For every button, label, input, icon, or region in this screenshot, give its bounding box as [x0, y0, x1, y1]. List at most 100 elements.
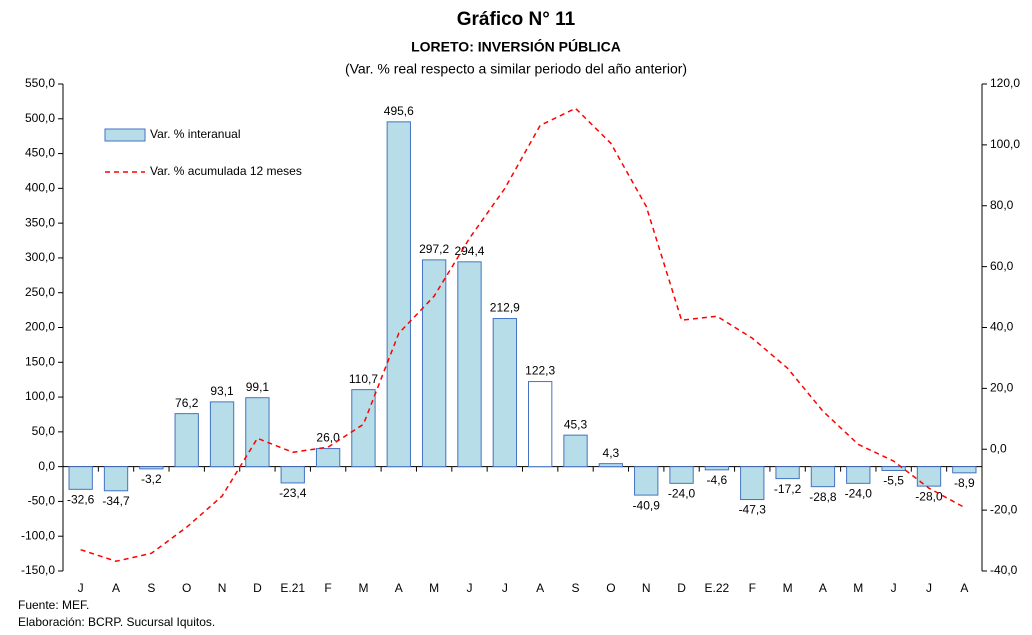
bar — [174, 413, 199, 468]
footer-credit: Elaboración: BCRP. Sucursal Iquitos. — [18, 615, 215, 629]
bar — [280, 466, 305, 484]
x-tick-label: D — [253, 581, 262, 595]
y2-tick-label: 100,0 — [990, 137, 1020, 151]
x-tick-label: A — [112, 581, 120, 595]
y-tick-label: 200,0 — [25, 320, 55, 334]
value-label: -28,8 — [809, 490, 837, 504]
x-tick-label: M — [358, 581, 368, 595]
bar — [563, 434, 588, 468]
value-label: 99,1 — [246, 380, 270, 394]
value-label: -24,0 — [845, 487, 873, 501]
value-label: 294,4 — [454, 244, 484, 258]
legend-label: Var. % interanual — [150, 127, 241, 141]
bar — [457, 261, 482, 468]
y2-tick-label: 60,0 — [990, 259, 1014, 273]
x-tick-label: J — [891, 581, 897, 595]
value-label: 495,6 — [384, 104, 414, 118]
y2-tick-label: -40,0 — [990, 563, 1018, 577]
y2-tick-label: -20,0 — [990, 502, 1018, 516]
bar — [245, 397, 270, 468]
value-label: -32,6 — [67, 492, 95, 506]
y-tick-label: 50,0 — [32, 424, 56, 438]
x-tick-label: M — [853, 581, 863, 595]
y-tick-label: 250,0 — [25, 285, 55, 299]
value-label: 45,3 — [564, 417, 588, 431]
x-tick-label: F — [749, 581, 756, 595]
y2-tick-label: 0,0 — [990, 441, 1007, 455]
x-tick-label: A — [536, 581, 544, 595]
value-label: -40,9 — [633, 498, 661, 512]
value-label: -24,0 — [668, 487, 696, 501]
y-tick-label: 100,0 — [25, 389, 55, 403]
y-tick-label: 300,0 — [25, 250, 55, 264]
value-label: -34,7 — [102, 494, 130, 508]
x-tick-label: F — [324, 581, 331, 595]
value-label: 122,3 — [525, 364, 555, 378]
x-tick-label: J — [502, 581, 508, 595]
bar — [528, 381, 553, 468]
x-tick-label: M — [783, 581, 793, 595]
y2-tick-label: 40,0 — [990, 320, 1014, 334]
value-label: -8,9 — [954, 476, 975, 490]
value-label: -47,3 — [739, 503, 767, 517]
bar — [386, 121, 411, 468]
bar — [704, 466, 730, 471]
bar — [952, 466, 977, 474]
value-label: 212,9 — [490, 301, 520, 315]
value-label: 26,0 — [316, 431, 340, 445]
x-tick-label: D — [677, 581, 686, 595]
x-tick-label: E.22 — [705, 581, 730, 595]
bar — [351, 389, 376, 468]
x-tick-label: E.21 — [280, 581, 305, 595]
y-tick-label: -100,0 — [21, 528, 55, 542]
x-tick-label: N — [218, 581, 227, 595]
bar — [740, 466, 765, 501]
value-label: -5,5 — [883, 474, 904, 488]
value-label: 110,7 — [349, 372, 378, 386]
bar — [209, 401, 235, 468]
y2-tick-label: 120,0 — [990, 76, 1020, 90]
x-tick-label: O — [606, 581, 615, 595]
footer-source: Fuente: MEF. — [18, 598, 89, 612]
bar — [139, 466, 164, 470]
y-tick-label: 550,0 — [25, 76, 55, 90]
x-tick-label: J — [926, 581, 932, 595]
x-tick-label: O — [182, 581, 191, 595]
y-tick-label: -50,0 — [28, 494, 56, 508]
y2-tick-label: 80,0 — [990, 198, 1014, 212]
legend-label: Var. % acumulada 12 meses — [150, 164, 302, 178]
value-label: -17,2 — [774, 482, 802, 496]
bar — [68, 466, 93, 490]
bar — [634, 466, 659, 496]
line-series — [80, 107, 965, 563]
chart-title: Gráfico N° 11 — [457, 9, 576, 30]
value-label: -3,2 — [141, 472, 162, 486]
chart-note: (Var. % real respecto a similar periodo … — [345, 61, 687, 77]
value-label: 4,3 — [603, 446, 620, 460]
y2-tick-label: 20,0 — [990, 381, 1014, 395]
x-tick-label: A — [819, 581, 827, 595]
y-tick-label: 350,0 — [25, 215, 55, 229]
bar — [598, 463, 624, 468]
bar — [103, 466, 129, 492]
bar — [881, 466, 906, 471]
bar — [492, 318, 517, 468]
bar — [669, 466, 694, 484]
x-tick-label: N — [642, 581, 651, 595]
bar — [916, 466, 942, 487]
y-tick-label: 500,0 — [25, 111, 55, 125]
x-tick-label: S — [147, 581, 155, 595]
x-tick-label: A — [960, 581, 968, 595]
x-tick-label: A — [395, 581, 403, 595]
y-tick-label: 400,0 — [25, 181, 55, 195]
chart-subtitle: LORETO: INVERSIÓN PÚBLICA — [411, 38, 621, 55]
bar — [846, 466, 871, 484]
value-label: 93,1 — [210, 384, 234, 398]
value-label: -4,6 — [707, 473, 728, 487]
value-label: 76,2 — [175, 396, 199, 410]
value-label: -28,0 — [915, 489, 943, 503]
bar — [810, 466, 836, 488]
y-tick-label: -150,0 — [21, 563, 55, 577]
